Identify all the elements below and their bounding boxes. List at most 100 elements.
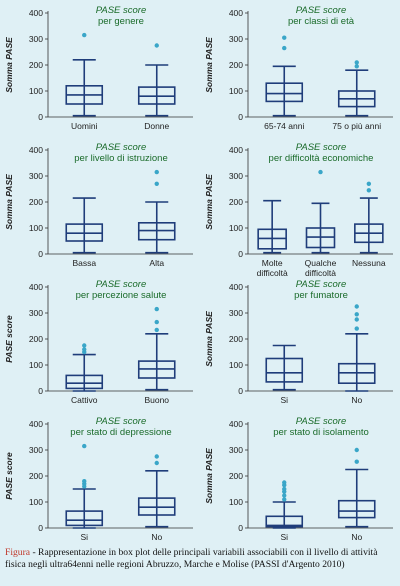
- y-axis-label: Somma PASE: [4, 174, 14, 230]
- x-category-label: Molte: [262, 258, 283, 268]
- y-tick-label: 0: [38, 523, 43, 533]
- y-tick-label: 300: [229, 445, 243, 455]
- x-category-label: Donne: [144, 121, 169, 131]
- y-axis-label: Somma PASE: [4, 37, 14, 93]
- outlier-point: [282, 497, 287, 502]
- y-tick-label: 100: [229, 223, 243, 233]
- y-tick-label: 400: [29, 145, 43, 155]
- outlier-point: [154, 306, 159, 312]
- chart-title: PASE score: [96, 5, 147, 16]
- y-axis-label: PASE score: [4, 315, 14, 363]
- y-tick-label: 300: [29, 308, 43, 318]
- box-1: [265, 344, 304, 391]
- box-1: [65, 443, 104, 529]
- outlier-point: [282, 493, 287, 498]
- y-tick-label: 100: [229, 497, 243, 507]
- y-tick-label: 400: [29, 419, 43, 429]
- chart-title: PASE score: [296, 279, 347, 290]
- y-tick-label: 300: [229, 34, 243, 44]
- chart-title-line1: PASE score: [96, 416, 147, 427]
- outlier-point: [154, 327, 159, 333]
- chart-title-line1: PASE score: [96, 5, 147, 16]
- x-category-label: No: [351, 532, 362, 542]
- y-tick-label: 0: [238, 386, 243, 396]
- outlier-point: [82, 479, 87, 484]
- y-tick-label: 300: [29, 171, 43, 181]
- x-category-label: 75 o più anni: [332, 121, 381, 131]
- y-axis-label: Somma PASE: [204, 311, 214, 367]
- figure-caption: Figura - Rappresentazione in box plot de…: [5, 547, 395, 571]
- box-1: [65, 197, 104, 254]
- chart-title-line2: per percezione salute: [76, 290, 167, 301]
- y-tick-label: 200: [229, 334, 243, 344]
- y-tick-label: 100: [29, 497, 43, 507]
- outlier-point: [154, 319, 159, 325]
- box-iqr: [65, 510, 104, 527]
- y-tick-label: 0: [38, 112, 43, 122]
- y-tick-label: 400: [29, 8, 43, 18]
- y-tick-label: 400: [229, 282, 243, 292]
- caption-text: - Rappresentazione in box plot delle pri…: [5, 547, 378, 570]
- y-tick-label: 100: [29, 360, 43, 370]
- y-tick-label: 400: [229, 8, 243, 18]
- x-category-label: No: [351, 395, 362, 405]
- y-tick-label: 200: [229, 471, 243, 481]
- box-2: [137, 454, 176, 528]
- outlier-point: [282, 486, 287, 492]
- outlier-point: [354, 459, 359, 464]
- outlier-point: [82, 32, 87, 38]
- outlier-point: [82, 347, 87, 352]
- box-2: [137, 43, 176, 117]
- box-iqr: [337, 499, 376, 519]
- outlier-point: [354, 312, 359, 317]
- outlier-point: [82, 343, 87, 348]
- outlier-point: [154, 181, 159, 186]
- y-axis-label: PASE score: [4, 452, 14, 500]
- box-iqr: [265, 82, 304, 103]
- y-tick-label: 200: [29, 197, 43, 207]
- y-tick-label: 200: [29, 471, 43, 481]
- outlier-point: [282, 45, 287, 51]
- chart-title-line1: PASE score: [296, 416, 347, 427]
- y-tick-label: 0: [238, 249, 243, 259]
- x-category-label: difficoltà: [257, 268, 288, 278]
- x-category-label: Bassa: [72, 258, 96, 268]
- x-category-label: difficoltà: [305, 268, 336, 278]
- box-2: [305, 169, 336, 254]
- box-1: [65, 32, 104, 117]
- y-tick-label: 100: [29, 86, 43, 96]
- outlier-point: [354, 317, 359, 322]
- outlier-point: [154, 454, 159, 459]
- outlier-point: [154, 43, 159, 48]
- chart-title: PASE score: [296, 5, 347, 16]
- x-category-label: Si: [280, 395, 288, 405]
- y-tick-label: 200: [229, 60, 243, 70]
- y-tick-label: 200: [229, 197, 243, 207]
- outlier-point: [318, 169, 323, 175]
- outlier-point: [366, 181, 372, 186]
- outlier-point: [354, 304, 359, 309]
- y-tick-label: 300: [29, 34, 43, 44]
- x-category-label: 65-74 anni: [264, 121, 304, 131]
- chart-title-line1: PASE score: [96, 279, 147, 290]
- y-axis-label: Somma PASE: [204, 174, 214, 230]
- box-3: [354, 181, 384, 254]
- chart-title-line2: per fumatore: [294, 290, 348, 301]
- x-category-label: Uomini: [71, 121, 98, 131]
- x-category-label: Si: [280, 532, 288, 542]
- chart-title: PASE score: [96, 142, 147, 153]
- y-tick-label: 0: [38, 386, 43, 396]
- box-iqr: [65, 374, 104, 390]
- chart-title-line2: per livello di istruzione: [74, 153, 167, 164]
- chart-title-line2: per classi di età: [288, 16, 355, 27]
- caption-label: Figura: [5, 547, 31, 558]
- y-axis-label: Somma PASE: [204, 37, 214, 93]
